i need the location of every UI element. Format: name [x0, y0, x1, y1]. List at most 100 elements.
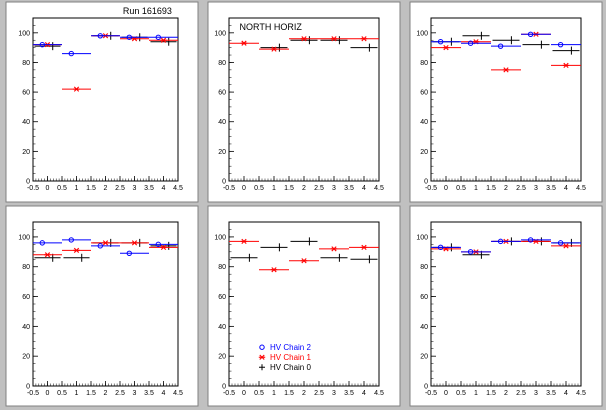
x-tick-label: 0.5	[456, 390, 466, 397]
legend: HV Chain 2HV Chain 1HV Chain 0	[258, 343, 311, 372]
pad-background	[5, 1, 199, 203]
y-tick-label: 20	[22, 354, 30, 361]
data-point-chain1	[443, 45, 449, 51]
y-tick-label: 80	[420, 264, 428, 271]
y-tick-label: 20	[218, 149, 226, 156]
x-tick-label: 2	[104, 185, 108, 192]
x-tick-label: 1.5	[486, 390, 496, 397]
y-tick-label: 40	[22, 119, 30, 126]
x-tick-label: 4.5	[576, 390, 586, 397]
data-point-chain1	[160, 244, 167, 250]
data-point-chain2	[557, 240, 564, 246]
data-point-chain2	[126, 34, 132, 40]
y-tick-label: 0	[26, 179, 30, 186]
x-tick-label: 3.5	[546, 185, 556, 192]
x-tick-label: 0.5	[57, 390, 67, 397]
x-tick-label: 0	[46, 390, 50, 397]
x-tick-label: 3	[332, 185, 336, 192]
x-tick-label: 2	[302, 390, 306, 397]
x-tick-label: 1	[474, 390, 478, 397]
x-tick-label: 1	[75, 390, 79, 397]
data-point-chain2	[97, 33, 103, 39]
y-tick-label: 100	[18, 234, 30, 241]
x-tick-label: 4	[362, 185, 366, 192]
y-tick-label: 20	[22, 149, 30, 156]
data-point-chain1	[563, 62, 569, 69]
chart-annotation: Run 161693	[123, 6, 172, 16]
data-point-chain1	[331, 36, 337, 42]
data-point-chain1	[271, 267, 277, 273]
x-tick-label: 0.5	[456, 185, 466, 192]
pad-background	[207, 1, 401, 203]
y-tick-label: 100	[416, 234, 428, 241]
legend-label-chain1: HV Chain 1	[270, 353, 311, 362]
data-point-chain1	[73, 247, 80, 253]
data-point-chain2	[437, 244, 444, 251]
y-tick-label: 60	[218, 90, 226, 97]
x-tick-label: 0	[444, 390, 448, 397]
data-point-chain1	[160, 37, 167, 43]
x-tick-label: -0.5	[223, 185, 235, 192]
x-tick-label: 0.5	[254, 390, 264, 397]
pad-background	[207, 205, 401, 407]
data-point-chain1	[131, 240, 138, 246]
x-tick-label: 0	[242, 185, 246, 192]
y-tick-label: 40	[420, 119, 428, 126]
x-tick-label: 0	[444, 185, 448, 192]
data-point-chain1	[241, 238, 247, 245]
x-tick-label: 2	[504, 185, 508, 192]
y-tick-label: 0	[26, 384, 30, 391]
data-point-chain2	[467, 249, 474, 255]
x-tick-label: 4.5	[374, 390, 384, 397]
y-tick-label: 80	[22, 60, 30, 67]
y-tick-label: 80	[218, 264, 226, 271]
data-point-chain2	[155, 34, 161, 40]
y-tick-label: 80	[420, 60, 428, 67]
y-tick-label: 0	[222, 179, 226, 186]
x-tick-label: 1.5	[284, 390, 294, 397]
y-tick-label: 40	[22, 324, 30, 331]
x-tick-label: 0.5	[254, 185, 264, 192]
y-tick-label: 0	[222, 384, 226, 391]
data-point-chain1	[44, 252, 51, 258]
x-tick-label: 3	[133, 185, 137, 192]
x-tick-label: 2	[104, 390, 108, 397]
x-tick-label: 3	[534, 390, 538, 397]
y-tick-label: 100	[214, 234, 226, 241]
data-point-chain2	[97, 243, 103, 249]
y-tick-label: 100	[214, 30, 226, 37]
x-tick-label: 3	[332, 390, 336, 397]
x-tick-label: -0.5	[425, 390, 437, 397]
x-tick-label: 3.5	[344, 390, 354, 397]
y-tick-label: 40	[420, 324, 428, 331]
data-point-chain1	[361, 36, 367, 42]
x-tick-label: -0.5	[27, 185, 39, 192]
chart-panel-1: -0.5 0 0.5 1 1.5 2 2.5 3 3.5 4 4.5020406080100Run …	[5, 1, 199, 203]
data-point-chain1	[73, 86, 80, 92]
x-tick-label: 2.5	[314, 390, 324, 397]
x-tick-label: 1.5	[86, 390, 96, 397]
x-tick-label: 2.5	[115, 185, 125, 192]
y-tick-label: 20	[420, 149, 428, 156]
y-tick-label: 60	[420, 90, 428, 97]
pad-background	[409, 205, 603, 407]
x-tick-label: 3	[133, 390, 137, 397]
x-tick-label: 4.5	[374, 185, 384, 192]
data-point-chain2	[557, 41, 564, 48]
x-tick-label: 3.5	[144, 185, 154, 192]
x-tick-label: 2	[302, 185, 306, 192]
x-tick-label: -0.5	[425, 185, 437, 192]
y-tick-label: 0	[424, 384, 428, 391]
data-point-chain2	[155, 241, 161, 248]
x-tick-label: 0	[46, 185, 50, 192]
x-tick-label: 1.5	[486, 185, 496, 192]
x-tick-label: 3.5	[144, 390, 154, 397]
y-tick-label: 40	[218, 119, 226, 126]
y-tick-label: 60	[22, 294, 30, 301]
x-tick-label: 2.5	[516, 185, 526, 192]
x-tick-label: 2.5	[516, 390, 526, 397]
x-tick-label: 3	[534, 185, 538, 192]
data-point-chain1	[102, 240, 109, 246]
